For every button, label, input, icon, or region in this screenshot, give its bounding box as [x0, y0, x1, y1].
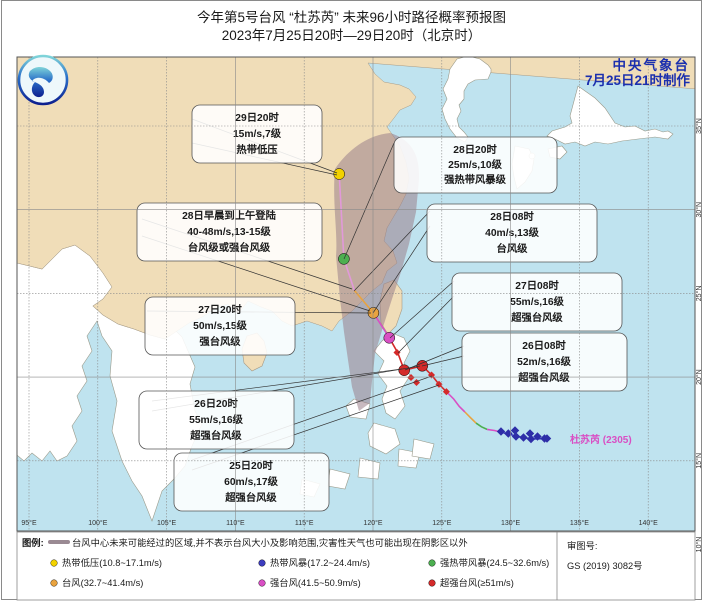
svg-text:26日08时: 26日08时 — [522, 339, 566, 352]
svg-text:20°N: 20°N — [695, 369, 703, 385]
svg-text:超强台风级: 超强台风级 — [517, 371, 570, 384]
svg-text:35°N: 35°N — [695, 118, 703, 134]
svg-text:115°E: 115°E — [295, 519, 314, 527]
svg-text:热带风暴(17.2~24.4m/s): 热带风暴(17.2~24.4m/s) — [270, 557, 370, 568]
svg-text:超强台风级: 超强台风级 — [189, 429, 242, 442]
svg-text:105°E: 105°E — [157, 519, 176, 527]
svg-text:强台风级: 强台风级 — [199, 335, 241, 348]
svg-text:7月25日21时制作: 7月25日21时制作 — [585, 72, 691, 88]
svg-text:台风(32.7~41.4m/s): 台风(32.7~41.4m/s) — [62, 577, 143, 588]
svg-text:热带低压: 热带低压 — [236, 143, 278, 156]
svg-text:审图号:: 审图号: — [567, 540, 597, 551]
svg-text:125°E: 125°E — [432, 519, 451, 527]
svg-text:中央气象台: 中央气象台 — [613, 57, 691, 73]
svg-text:120°E: 120°E — [363, 519, 382, 527]
svg-text:30°N: 30°N — [695, 202, 703, 218]
svg-text:135°E: 135°E — [570, 519, 589, 527]
svg-text:100°E: 100°E — [88, 519, 107, 527]
svg-text:95°E: 95°E — [21, 519, 37, 527]
svg-text:60m/s,17级: 60m/s,17级 — [224, 475, 279, 488]
svg-text:140°E: 140°E — [639, 519, 658, 527]
svg-text:25m/s,10级: 25m/s,10级 — [448, 158, 503, 171]
svg-text:超强台风级: 超强台风级 — [224, 491, 277, 504]
svg-text:110°E: 110°E — [226, 519, 245, 527]
svg-text:28日早晨到上午登陆: 28日早晨到上午登陆 — [182, 209, 277, 222]
svg-text:超强台风(≥51m/s): 超强台风(≥51m/s) — [440, 577, 514, 588]
svg-text:GS (2019) 3082号: GS (2019) 3082号 — [567, 561, 642, 571]
svg-text:29日20时: 29日20时 — [235, 111, 279, 124]
svg-text:热带低压(10.8~17.1m/s): 热带低压(10.8~17.1m/s) — [62, 557, 162, 568]
svg-text:130°E: 130°E — [501, 519, 520, 527]
svg-text:50m/s,15级: 50m/s,15级 — [193, 319, 248, 332]
svg-text:15m/s,7级: 15m/s,7级 — [233, 127, 282, 140]
svg-text:55m/s,16级: 55m/s,16级 — [510, 295, 565, 308]
svg-text:强台风(41.5~50.9m/s): 强台风(41.5~50.9m/s) — [270, 577, 361, 588]
svg-text:40m/s,13级: 40m/s,13级 — [485, 226, 540, 239]
svg-text:强热带风暴级: 强热带风暴级 — [444, 173, 506, 186]
svg-text:图例:: 图例: — [22, 537, 44, 548]
svg-text:台风中心未来可能经过的区域,并不表示台风大小及影响范围,灾害: 台风中心未来可能经过的区域,并不表示台风大小及影响范围,灾害性天气也可能出现在阴… — [72, 537, 468, 548]
svg-text:40-48m/s,13-15级: 40-48m/s,13-15级 — [187, 225, 271, 238]
svg-text:强热带风暴(24.5~32.6m/s): 强热带风暴(24.5~32.6m/s) — [440, 557, 549, 568]
svg-text:28日08时: 28日08时 — [490, 210, 534, 223]
svg-text:27日20时: 27日20时 — [198, 303, 242, 316]
svg-text:25°N: 25°N — [695, 286, 703, 302]
svg-text:10°N: 10°N — [695, 537, 703, 553]
svg-text:26日20时: 26日20时 — [194, 397, 238, 410]
svg-text:15°N: 15°N — [695, 453, 703, 469]
svg-text:27日08时: 27日08时 — [515, 279, 559, 292]
svg-text:台风级或强台风级: 台风级或强台风级 — [188, 241, 271, 254]
svg-text:台风级: 台风级 — [497, 242, 529, 255]
svg-text:28日20时: 28日20时 — [453, 143, 497, 156]
svg-text:超强台风级: 超强台风级 — [510, 311, 563, 324]
svg-text:52m/s,16级: 52m/s,16级 — [517, 355, 572, 368]
